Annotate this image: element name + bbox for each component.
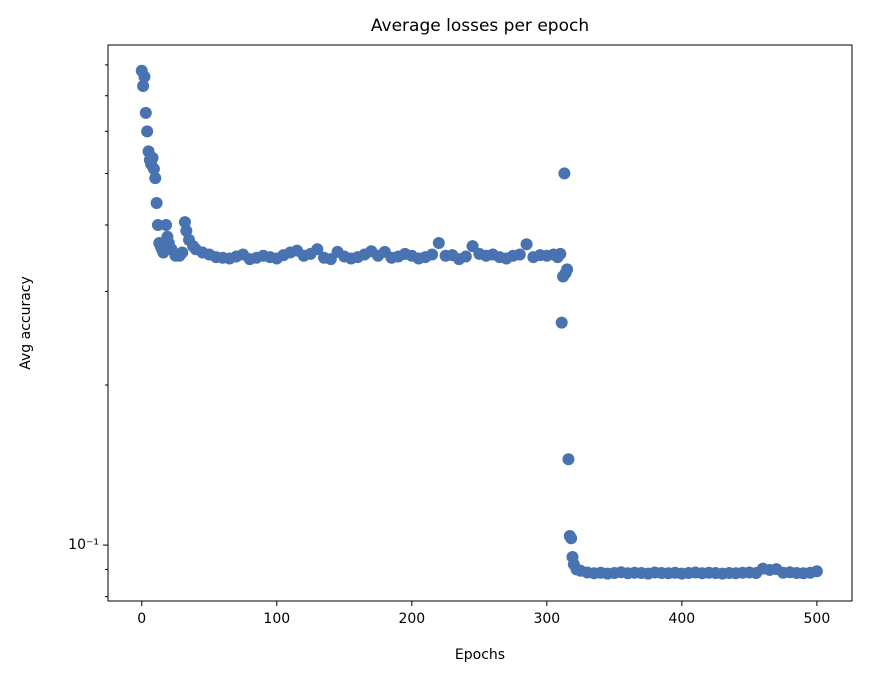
point bbox=[311, 243, 324, 256]
point bbox=[558, 167, 571, 180]
x-tick-label: 500 bbox=[804, 611, 831, 627]
x-axis-label: Epochs bbox=[455, 647, 505, 663]
x-tick-label: 100 bbox=[263, 611, 290, 627]
point bbox=[554, 247, 567, 260]
x-tick-label: 0 bbox=[137, 611, 146, 627]
point bbox=[565, 532, 578, 545]
y-axis-label: Avg accuracy bbox=[18, 276, 34, 370]
point bbox=[561, 263, 574, 276]
point bbox=[555, 316, 568, 329]
point bbox=[141, 125, 154, 138]
point bbox=[176, 246, 189, 259]
x-tick-label: 200 bbox=[398, 611, 425, 627]
point bbox=[459, 250, 472, 263]
point bbox=[426, 248, 439, 261]
point bbox=[139, 106, 152, 119]
plot-frame bbox=[107, 44, 853, 602]
point bbox=[520, 238, 533, 251]
point bbox=[466, 240, 479, 253]
point bbox=[147, 162, 160, 175]
x-tick-label: 400 bbox=[668, 611, 695, 627]
point bbox=[810, 565, 823, 578]
point bbox=[146, 151, 159, 164]
chart-title: Average losses per epoch bbox=[371, 16, 589, 36]
point bbox=[138, 70, 151, 83]
point bbox=[180, 224, 193, 237]
point bbox=[137, 80, 150, 93]
point bbox=[150, 196, 163, 209]
point bbox=[432, 236, 445, 249]
point bbox=[562, 453, 575, 466]
point bbox=[513, 248, 526, 261]
y-tick-label: 10⁻¹ bbox=[68, 537, 99, 553]
point bbox=[149, 172, 162, 185]
x-tick-label: 300 bbox=[533, 611, 560, 627]
point bbox=[160, 218, 173, 231]
